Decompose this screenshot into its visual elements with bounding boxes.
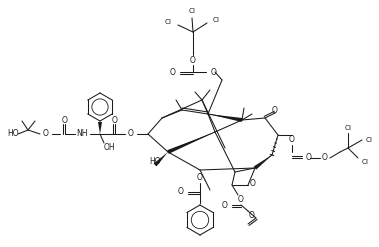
Text: Cl: Cl bbox=[213, 17, 220, 23]
Text: O: O bbox=[222, 201, 228, 209]
Text: O: O bbox=[249, 210, 255, 220]
Text: O: O bbox=[211, 67, 217, 77]
Text: O: O bbox=[250, 179, 256, 187]
Text: O: O bbox=[306, 153, 312, 163]
Text: O: O bbox=[238, 195, 244, 205]
Polygon shape bbox=[208, 114, 242, 122]
Text: O: O bbox=[169, 67, 175, 77]
Text: Cl: Cl bbox=[188, 8, 196, 14]
Polygon shape bbox=[98, 122, 102, 134]
Text: HO: HO bbox=[7, 129, 19, 139]
Text: Cl: Cl bbox=[345, 125, 351, 131]
Text: O: O bbox=[272, 105, 278, 115]
Text: Cl: Cl bbox=[165, 19, 172, 25]
Text: O: O bbox=[43, 129, 49, 139]
Text: O: O bbox=[178, 187, 184, 197]
Text: O: O bbox=[197, 173, 203, 183]
Text: OH: OH bbox=[104, 143, 116, 151]
Text: NH: NH bbox=[76, 129, 88, 139]
Text: O: O bbox=[128, 129, 134, 139]
Text: O: O bbox=[112, 116, 118, 124]
Text: Cl: Cl bbox=[366, 137, 373, 143]
Text: O: O bbox=[289, 136, 295, 144]
Text: O: O bbox=[322, 153, 328, 163]
Polygon shape bbox=[153, 152, 168, 166]
Text: HO: HO bbox=[149, 158, 161, 166]
Polygon shape bbox=[167, 132, 215, 154]
Polygon shape bbox=[254, 155, 272, 170]
Text: O: O bbox=[190, 56, 196, 64]
Text: O: O bbox=[62, 116, 68, 124]
Text: Cl: Cl bbox=[362, 159, 369, 165]
